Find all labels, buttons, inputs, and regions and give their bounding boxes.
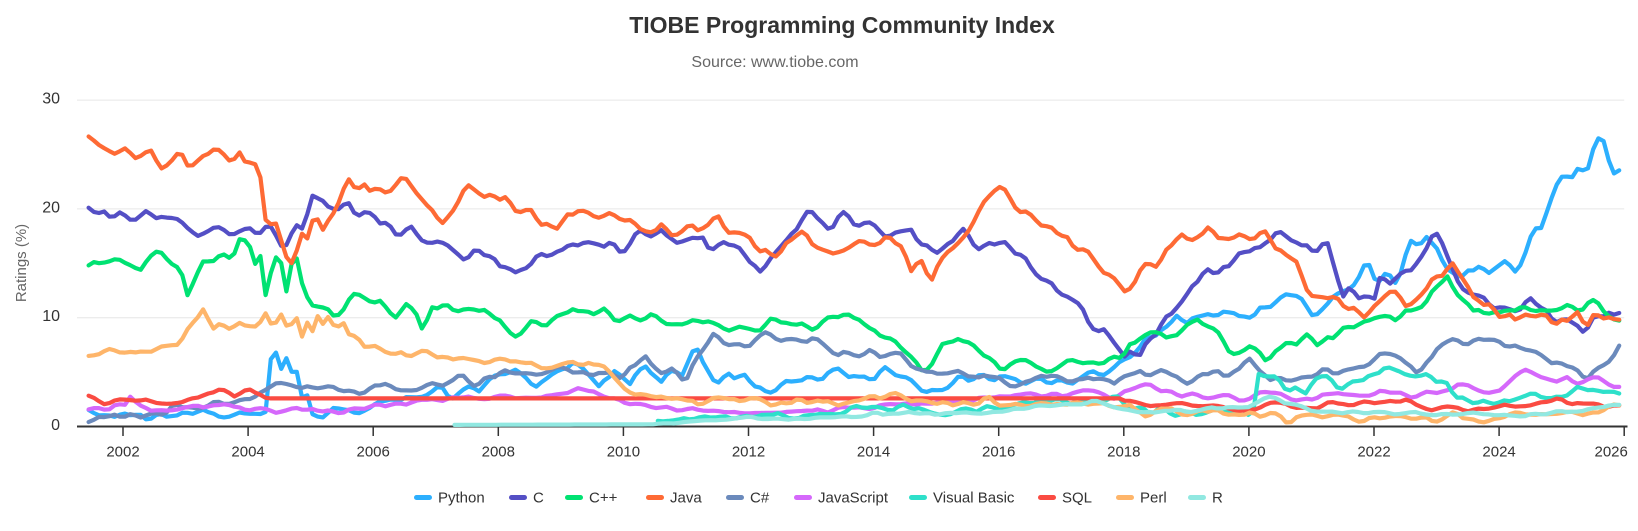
svg-text:2002: 2002 bbox=[106, 444, 139, 461]
svg-text:2008: 2008 bbox=[482, 444, 515, 461]
svg-text:20: 20 bbox=[42, 199, 60, 216]
svg-text:Visual Basic: Visual Basic bbox=[933, 490, 1015, 507]
svg-text:0: 0 bbox=[51, 417, 60, 434]
svg-text:2022: 2022 bbox=[1357, 444, 1390, 461]
svg-text:2024: 2024 bbox=[1482, 444, 1515, 461]
svg-text:Ratings (%): Ratings (%) bbox=[13, 224, 30, 302]
svg-text:Python: Python bbox=[438, 490, 485, 507]
svg-text:2006: 2006 bbox=[357, 444, 390, 461]
svg-text:C#: C# bbox=[750, 490, 770, 507]
svg-text:Java: Java bbox=[670, 490, 702, 507]
svg-text:R: R bbox=[1212, 490, 1223, 507]
svg-text:2026: 2026 bbox=[1595, 444, 1628, 461]
svg-text:2018: 2018 bbox=[1107, 444, 1140, 461]
svg-text:TIOBE Programming Community In: TIOBE Programming Community Index bbox=[629, 12, 1055, 38]
svg-text:Perl: Perl bbox=[1140, 490, 1167, 507]
svg-text:30: 30 bbox=[42, 91, 60, 108]
svg-text:JavaScript: JavaScript bbox=[818, 490, 889, 507]
svg-text:2012: 2012 bbox=[732, 444, 765, 461]
svg-text:2004: 2004 bbox=[231, 444, 264, 461]
svg-text:10: 10 bbox=[42, 308, 60, 325]
svg-text:Source: www.tiobe.com: Source: www.tiobe.com bbox=[691, 54, 858, 71]
svg-text:C++: C++ bbox=[589, 490, 618, 507]
svg-text:2016: 2016 bbox=[982, 444, 1015, 461]
svg-text:SQL: SQL bbox=[1062, 490, 1092, 507]
svg-text:2020: 2020 bbox=[1232, 444, 1265, 461]
svg-text:C: C bbox=[533, 490, 544, 507]
svg-text:2014: 2014 bbox=[857, 444, 890, 461]
svg-text:2010: 2010 bbox=[607, 444, 640, 461]
